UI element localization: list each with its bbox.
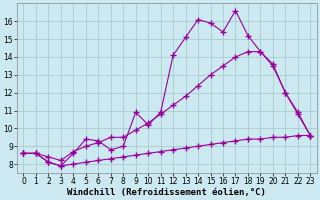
X-axis label: Windchill (Refroidissement éolien,°C): Windchill (Refroidissement éolien,°C)	[68, 188, 266, 197]
